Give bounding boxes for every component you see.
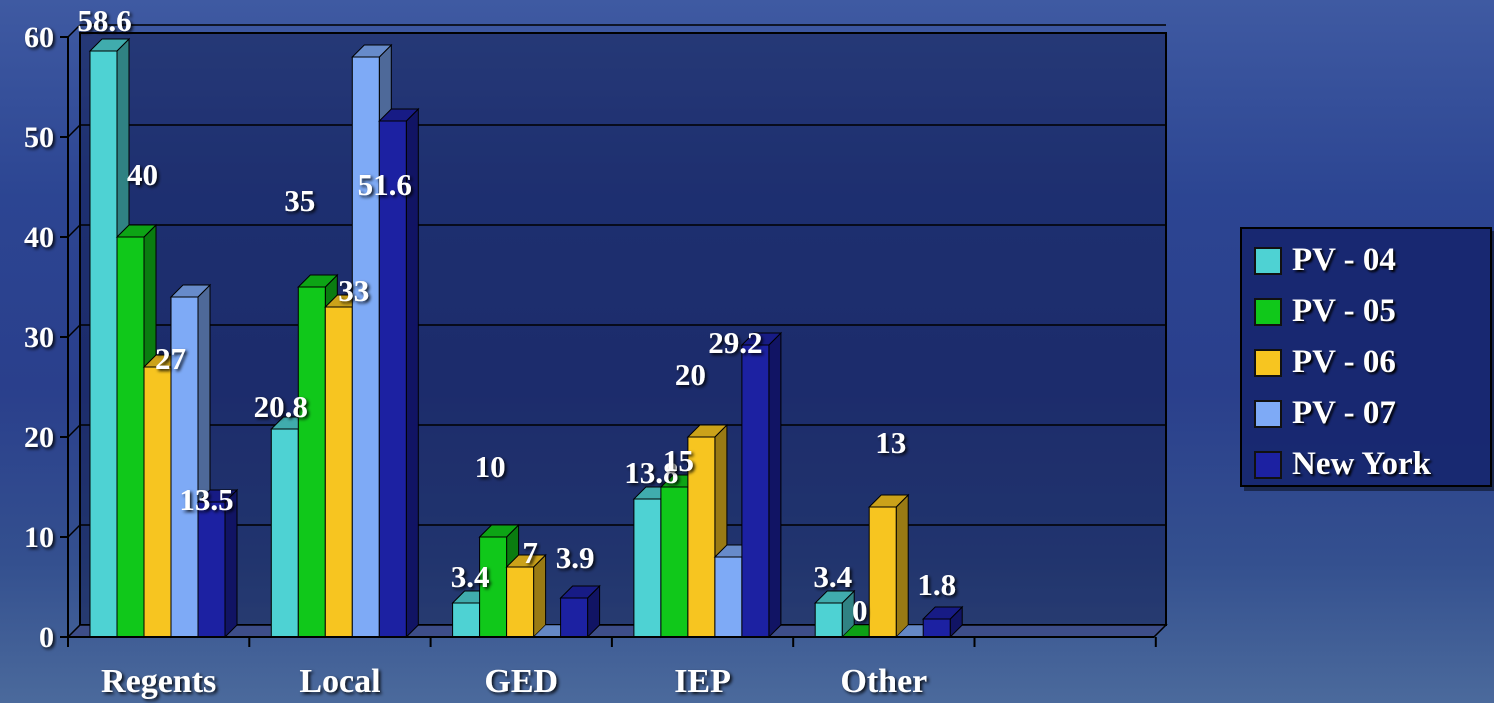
bar <box>324 306 353 638</box>
y-tick-label: 60 <box>24 21 54 54</box>
data-label: 33 <box>338 273 369 308</box>
x-category-label: Local <box>299 663 380 700</box>
data-label: 51.6 <box>358 167 412 202</box>
legend-label: PV - 06 <box>1292 344 1396 380</box>
gridline-side <box>67 424 81 438</box>
data-label: 35 <box>284 183 315 218</box>
gridline-side <box>67 124 81 138</box>
y-tick-label: 0 <box>39 621 54 654</box>
legend-swatch <box>1254 450 1282 479</box>
bar <box>378 120 407 638</box>
gridline-side <box>67 524 81 538</box>
data-label: 13.5 <box>179 482 233 517</box>
legend-item-pv-05: PV - 05 <box>1242 286 1490 337</box>
legend-label: PV - 05 <box>1292 293 1396 329</box>
legend-item-pv-07: PV - 07 <box>1242 388 1490 439</box>
bar <box>351 56 380 638</box>
bar <box>270 428 299 638</box>
legend-swatch <box>1254 246 1282 275</box>
y-tick-label: 10 <box>24 521 54 554</box>
bar <box>143 366 172 638</box>
gridline-side <box>67 24 81 38</box>
bar <box>922 618 951 638</box>
data-label: 3.9 <box>556 540 595 575</box>
bar <box>814 602 843 638</box>
bar <box>297 286 326 638</box>
legend: PV - 04 PV - 05 PV - 06 PV - 07 New York <box>1240 227 1492 487</box>
y-tick-label: 40 <box>24 221 54 254</box>
data-label: 20.8 <box>254 389 308 424</box>
plot-area <box>79 32 1167 626</box>
bar <box>452 602 481 638</box>
data-label: 1.8 <box>917 567 956 602</box>
bar <box>479 536 508 638</box>
data-label: 29.2 <box>708 325 762 360</box>
bar <box>560 597 589 638</box>
bar-side <box>895 493 909 639</box>
x-category-label: Regents <box>101 663 216 700</box>
bar <box>197 501 226 638</box>
legend-item-new-york: New York <box>1242 439 1490 490</box>
legend-swatch <box>1254 399 1282 428</box>
data-label: 40 <box>127 157 158 192</box>
bar <box>741 344 770 638</box>
legend-swatch <box>1254 297 1282 326</box>
legend-label: PV - 07 <box>1292 395 1396 431</box>
y-tick-label: 50 <box>24 121 54 154</box>
data-label: 3.4 <box>451 559 490 594</box>
data-label: 3.4 <box>813 559 852 594</box>
y-tick-label: 30 <box>24 321 54 354</box>
x-category-label: GED <box>484 663 558 700</box>
data-label: 13 <box>875 425 906 460</box>
gridline-side <box>67 224 81 238</box>
legend-item-pv-04: PV - 04 <box>1242 235 1490 286</box>
data-label: 20 <box>675 357 706 392</box>
x-category-label: Other <box>840 663 927 700</box>
data-label: 10 <box>475 449 506 484</box>
legend-label: PV - 04 <box>1292 242 1396 278</box>
legend-item-pv-06: PV - 06 <box>1242 337 1490 388</box>
bar <box>868 506 897 638</box>
bar-side <box>768 331 782 639</box>
bar <box>89 50 118 638</box>
data-label: 7 <box>522 535 538 570</box>
gridline-side <box>67 324 81 338</box>
bar <box>714 556 743 638</box>
data-label: 27 <box>155 341 186 376</box>
data-label: 15 <box>663 443 694 478</box>
bar <box>116 236 145 638</box>
x-category-label: IEP <box>674 663 731 700</box>
bar <box>506 566 535 638</box>
bar <box>633 498 662 638</box>
data-label: 13.8 <box>624 455 678 490</box>
bar <box>170 296 199 638</box>
data-label: 0 <box>852 593 868 628</box>
bar <box>660 486 689 638</box>
y-tick-label: 20 <box>24 421 54 454</box>
legend-label: New York <box>1292 446 1432 482</box>
data-label: 58.6 <box>77 3 131 38</box>
legend-swatch <box>1254 348 1282 377</box>
